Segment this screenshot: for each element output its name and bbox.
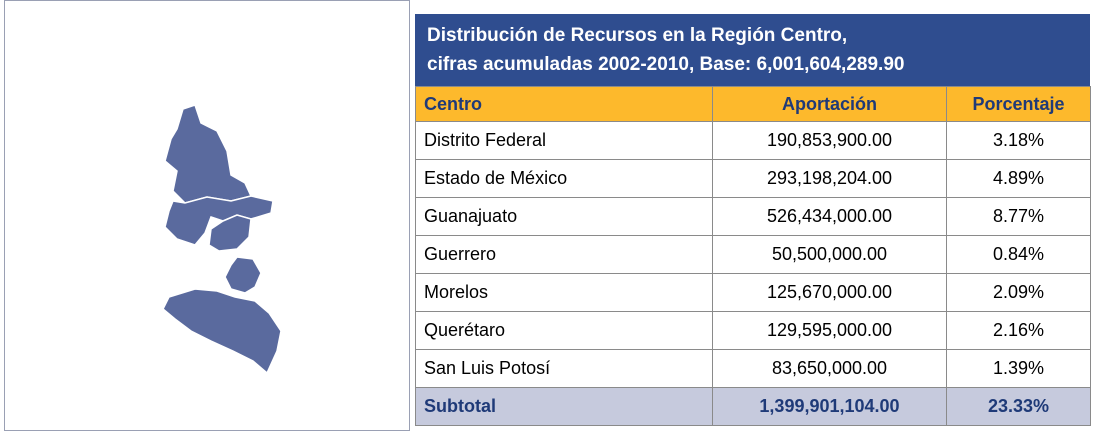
table-cell: Querétaro [415,311,713,350]
state-shape [224,256,262,294]
subtotal-cell: 23.33% [946,387,1091,426]
table-cell: 83,650,000.00 [712,349,947,388]
region-map [162,104,282,375]
table-cell: Distrito Federal [415,121,713,160]
state-shape [162,288,282,375]
table-cell: San Luis Potosí [415,349,713,388]
title-line: Distribución de Recursos en la Región Ce… [427,25,848,46]
table-cell: 190,853,900.00 [712,121,947,160]
table-cell: 526,434,000.00 [712,197,947,236]
subtotal-row: Subtotal 1,399,901,104.00 23.33% [415,387,1091,426]
column-header: Aportación [712,86,947,122]
title-line: cifras acumuladas 2002-2010, Base: 6,001… [427,54,905,75]
state-shape [208,214,252,252]
table-body: Distrito Federal 190,853,900.00 3.18% Estad… [415,121,1091,426]
table-cell: Morelos [415,273,713,312]
table-row: Morelos 125,670,000.00 2.09% [415,273,1091,312]
subtotal-cell: Subtotal [415,387,713,426]
table-cell: Guanajuato [415,197,713,236]
subtotal-cell: 1,399,901,104.00 [712,387,947,426]
distribution-table: Distribución de Recursos en la Región Ce… [415,14,1091,426]
table-cell: 8.77% [946,197,1091,236]
table-cell: 2.16% [946,311,1091,350]
column-header: Porcentaje [946,86,1091,122]
table-row: San Luis Potosí 83,650,000.00 1.39% [415,349,1091,388]
table-cell: 4.89% [946,159,1091,198]
table-row: Distrito Federal 190,853,900.00 3.18% [415,121,1091,160]
table-cell: 2.09% [946,273,1091,312]
table-cell: Estado de México [415,159,713,198]
table-row: Guerrero 50,500,000.00 0.84% [415,235,1091,274]
table-cell: 125,670,000.00 [712,273,947,312]
table-cell: 3.18% [946,121,1091,160]
table-cell: 50,500,000.00 [712,235,947,274]
column-header: Centro [415,86,713,122]
table-cell: 0.84% [946,235,1091,274]
table-cell: 129,595,000.00 [712,311,947,350]
table-title: Distribución de Recursos en la Región Ce… [415,14,1090,86]
state-shape [164,104,253,204]
table-cell: 293,198,204.00 [712,159,947,198]
map-panel [4,0,410,431]
table-row: Querétaro 129,595,000.00 2.16% [415,311,1091,350]
header-row: Centro Aportación Porcentaje [415,86,1091,122]
table-row: Guanajuato 526,434,000.00 8.77% [415,197,1091,236]
table: Centro Aportación Porcentaje Distrito Fede… [415,86,1091,426]
table-row: Estado de México 293,198,204.00 4.89% [415,159,1091,198]
table-cell: 1.39% [946,349,1091,388]
table-cell: Guerrero [415,235,713,274]
